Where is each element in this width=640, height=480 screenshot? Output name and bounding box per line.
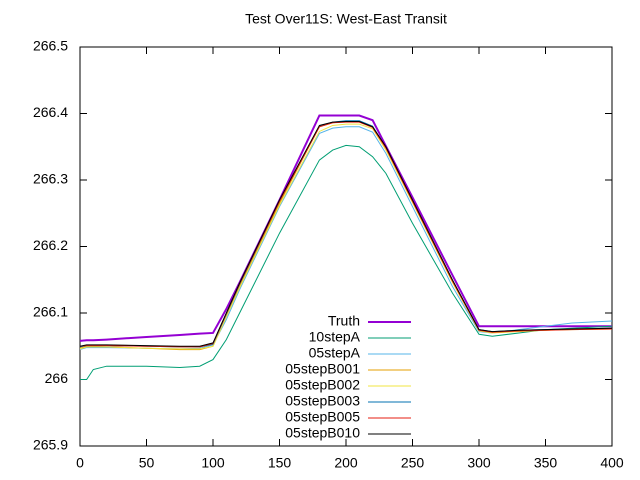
x-tick-label: 300: [467, 455, 491, 471]
legend-label: 05stepB003: [285, 393, 360, 409]
x-tick-label: 50: [139, 455, 155, 471]
y-tick-label: 266.1: [33, 304, 68, 320]
chart-title: Test Over11S: West-East Transit: [245, 11, 447, 27]
series-line: [79, 123, 613, 350]
x-tick-label: 250: [401, 455, 425, 471]
legend-label: 05stepB010: [285, 425, 360, 441]
x-tick-label: 200: [334, 455, 358, 471]
y-tick-label: 266: [45, 370, 69, 386]
series-line: [80, 144, 613, 380]
y-tick-label: 265.9: [33, 437, 68, 453]
series-line: [79, 114, 612, 342]
legend-label: 05stepB001: [285, 361, 360, 377]
series-line: [79, 120, 613, 347]
x-tick-label: 150: [268, 455, 292, 471]
legend-label: Truth: [328, 313, 360, 329]
legend-label: 05stepB002: [285, 377, 360, 393]
series-line: [79, 121, 613, 348]
y-tick-label: 266.4: [33, 104, 68, 120]
x-tick-label: 350: [534, 455, 558, 471]
x-tick-label: 100: [201, 455, 225, 471]
x-tick-label: 400: [600, 455, 624, 471]
y-tick-label: 266.3: [33, 171, 68, 187]
legend-label: 05stepB005: [285, 409, 360, 425]
legend-label: 10stepA: [309, 329, 361, 345]
legend-label: 05stepA: [309, 345, 361, 361]
y-tick-label: 266.2: [33, 237, 68, 253]
y-tick-label: 266.5: [33, 38, 68, 54]
x-tick-label: 0: [76, 455, 84, 471]
